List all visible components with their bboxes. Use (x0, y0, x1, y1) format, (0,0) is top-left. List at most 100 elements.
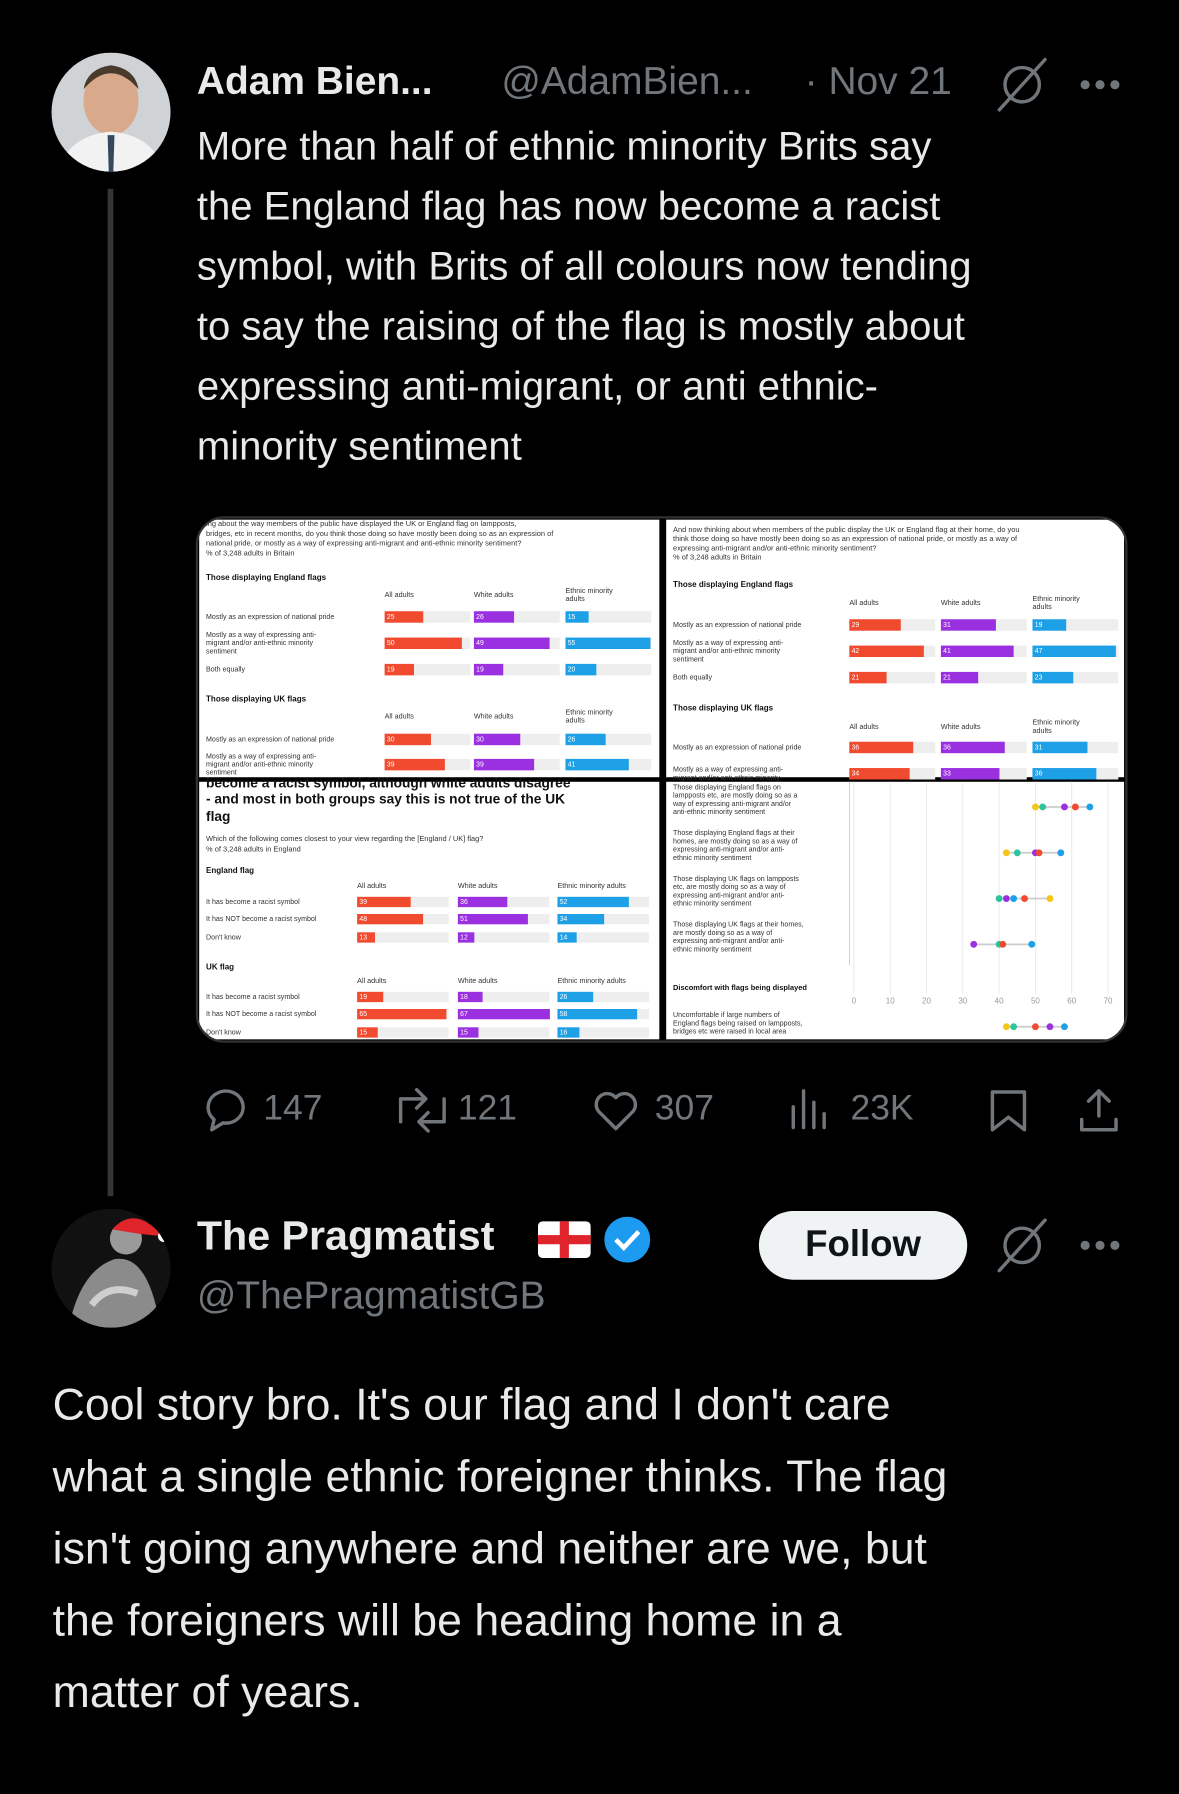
grok-icon[interactable] (997, 57, 1047, 112)
bar (1032, 741, 1088, 754)
bar (473, 637, 550, 650)
row-label: Those displaying UK flags at their homes… (673, 921, 804, 929)
bar-label: 23 (1035, 674, 1043, 681)
bar-label: 34 (560, 916, 568, 923)
author-handle[interactable]: @ThePragmatistGB (197, 1274, 546, 1317)
row-label: bridges etc were raised in local area (673, 1028, 786, 1036)
bar (557, 913, 605, 925)
column-header: adults (1032, 602, 1052, 611)
bar (557, 1027, 580, 1038)
dot (1061, 1023, 1068, 1031)
bar-track (565, 663, 652, 676)
row-label: Those displaying UK flags on lampposts (673, 875, 799, 883)
bar-track (357, 1027, 449, 1038)
column-header: All adults (849, 598, 879, 607)
bar-label: 30 (387, 736, 395, 743)
reply-count[interactable]: 147 (263, 1088, 322, 1128)
row-label: ethnic minority sentiment (673, 900, 751, 908)
row-label: sentiment (206, 647, 237, 655)
share-button[interactable] (1079, 1089, 1118, 1132)
like-button[interactable] (594, 1091, 638, 1131)
bar-label: 29 (852, 622, 860, 629)
dot (1086, 803, 1094, 811)
author-name[interactable]: The Pragmatist (197, 1212, 495, 1258)
bar-label: 55 (568, 640, 576, 647)
avatar[interactable] (51, 52, 171, 172)
follow-label[interactable]: Follow (805, 1223, 921, 1264)
column-header: All adults (385, 711, 415, 720)
dot (1002, 895, 1010, 902)
dot (1046, 895, 1054, 902)
bar-track (1032, 671, 1119, 684)
bar-track (565, 611, 652, 623)
row-label: It has NOT become a racist symbol (206, 1010, 317, 1018)
bar (384, 733, 431, 746)
like-count[interactable]: 307 (655, 1088, 714, 1128)
dot (1061, 803, 1068, 811)
media-grid[interactable]: ing about the way members of the public … (196, 517, 1127, 1042)
bar-label: 12 (460, 934, 468, 941)
image-header: % of 3,248 adults in England (206, 844, 301, 853)
row-label: expressing anti-migrant and/or anti- (673, 846, 785, 854)
timestamp[interactable]: · Nov 21 (805, 60, 952, 103)
reply-button[interactable] (206, 1089, 245, 1132)
row-label: ethnic minority sentiment (673, 945, 751, 953)
bar-track (940, 671, 1027, 684)
dot (999, 940, 1007, 948)
bar-label: 19 (387, 666, 395, 673)
dot (1028, 940, 1036, 948)
text-line: isn't going anywhere and neither are we,… (53, 1524, 928, 1573)
bar-label: 39 (476, 761, 484, 768)
bar (849, 619, 901, 631)
author-handle[interactable]: @AdamBien... (501, 60, 752, 103)
column-header: White adults (474, 590, 514, 599)
bar (357, 896, 411, 908)
bar (357, 1009, 447, 1020)
follow-button[interactable] (758, 1211, 968, 1280)
row-label: sentiment (673, 655, 704, 663)
row-label: Mostly as an expression of national prid… (673, 743, 801, 751)
bar-label: 19 (476, 666, 484, 673)
bar-label: 31 (943, 622, 951, 629)
column-header: Ethnic minority (565, 586, 613, 595)
author-name[interactable]: Adam Bien... (197, 60, 433, 103)
row-label: Mostly as a way of expressing anti- (673, 639, 784, 647)
row-label: anti-ethnic minority sentiment (673, 808, 765, 816)
bar-label: 20 (568, 666, 576, 673)
grok-icon[interactable] (997, 1218, 1047, 1273)
bar-label: 30 (476, 736, 484, 743)
dot (970, 940, 978, 948)
dot (1002, 849, 1010, 857)
view-count[interactable]: 23K (850, 1088, 913, 1128)
bar (557, 896, 629, 908)
row-label: It has NOT become a racist symbol (206, 915, 317, 923)
bar-track (457, 932, 550, 943)
bar (940, 671, 979, 684)
views-button[interactable] (791, 1089, 826, 1130)
tweet-text: More than half of ethnic minority Brits … (197, 124, 972, 468)
repost-button[interactable] (398, 1087, 446, 1133)
row-label: are mostly doing so as a way of (673, 929, 772, 937)
row-label: Don't know (206, 933, 242, 941)
row-label: expressing anti-migrant and/or anti- (673, 891, 785, 899)
row-label: Mostly as an expression of national prid… (206, 613, 334, 621)
avatar[interactable] (51, 1208, 171, 1328)
bar-label: 21 (943, 674, 951, 681)
column-header: adults (1032, 726, 1052, 735)
bar-track (473, 663, 560, 676)
bar (849, 741, 914, 754)
bar (849, 645, 924, 658)
bookmark-button[interactable] (990, 1090, 1027, 1132)
column-header: Ethnic minority adults (557, 976, 626, 985)
bar (565, 663, 597, 676)
bar (384, 611, 424, 623)
bar-track (557, 932, 650, 943)
repost-count[interactable]: 121 (458, 1088, 517, 1128)
more-button[interactable] (1080, 80, 1120, 90)
bar (849, 671, 887, 684)
section-title: Those displaying UK flags (673, 704, 774, 713)
text-line: Cool story bro. It's our flag and I don'… (53, 1381, 891, 1430)
bar (1032, 619, 1067, 631)
bar-label: 26 (560, 994, 568, 1001)
more-button[interactable] (1080, 1240, 1120, 1250)
